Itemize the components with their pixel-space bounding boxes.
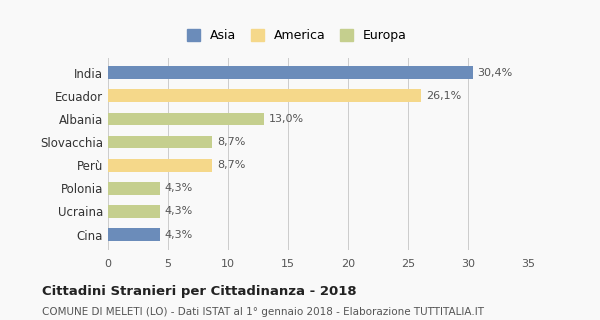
Bar: [108, 228, 160, 241]
Text: 4,3%: 4,3%: [164, 206, 193, 216]
Text: 4,3%: 4,3%: [164, 229, 193, 239]
Text: Cittadini Stranieri per Cittadinanza - 2018: Cittadini Stranieri per Cittadinanza - 2…: [42, 285, 356, 298]
Text: 26,1%: 26,1%: [426, 91, 461, 101]
Bar: [108, 182, 160, 195]
Text: 8,7%: 8,7%: [217, 137, 245, 147]
Text: COMUNE DI MELETI (LO) - Dati ISTAT al 1° gennaio 2018 - Elaborazione TUTTITALIA.: COMUNE DI MELETI (LO) - Dati ISTAT al 1°…: [42, 307, 484, 317]
Bar: [108, 205, 160, 218]
Bar: [108, 113, 264, 125]
Bar: [108, 159, 212, 172]
Bar: [108, 90, 421, 102]
Text: 30,4%: 30,4%: [478, 68, 513, 78]
Bar: [108, 66, 473, 79]
Text: 4,3%: 4,3%: [164, 183, 193, 193]
Bar: [108, 136, 212, 148]
Text: 8,7%: 8,7%: [217, 160, 245, 170]
Text: 13,0%: 13,0%: [269, 114, 304, 124]
Legend: Asia, America, Europa: Asia, America, Europa: [184, 26, 410, 46]
